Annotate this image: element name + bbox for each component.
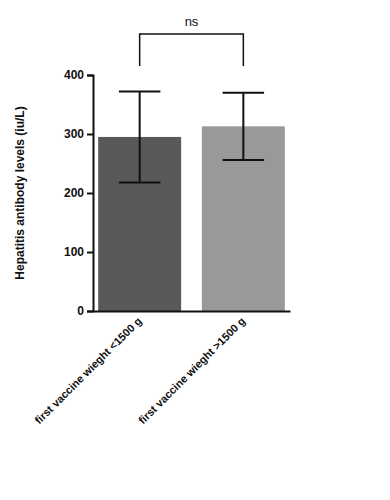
y-tick-mark xyxy=(87,193,93,195)
plot-area xyxy=(98,92,285,311)
y-tick-label: 0 xyxy=(77,304,84,318)
x-tick-label: first vaccine wieght >1500 g xyxy=(136,315,248,427)
significance-bracket xyxy=(140,34,244,66)
error-bar-line xyxy=(119,92,160,183)
x-axis-line xyxy=(94,311,291,313)
y-axis-line xyxy=(87,76,94,312)
y-tick-label: 200 xyxy=(64,186,84,200)
x-tick-label: first vaccine wieght <1500 g xyxy=(32,315,144,427)
y-tick: 400 xyxy=(64,68,93,82)
y-tick-label: 400 xyxy=(64,68,84,82)
y-axis-title: Hepatitis antibody levels (iu/L) xyxy=(13,106,27,279)
y-tick: 200 xyxy=(64,186,93,200)
y-tick-mark xyxy=(87,134,93,136)
error-bar-line xyxy=(223,93,264,160)
annotation: ns xyxy=(185,14,199,29)
x-tick: first vaccine wieght <1500 g xyxy=(32,311,144,426)
chart: 0 100 200 300 400 first vaccine wieght <1500 … xyxy=(0,0,390,500)
y-tick-mark xyxy=(87,311,93,313)
y-tick-mark xyxy=(87,252,93,254)
y-tick: 100 xyxy=(64,245,93,259)
y-tick: 0 xyxy=(77,304,93,318)
error-bar xyxy=(223,93,264,160)
y-tick-label: 300 xyxy=(64,127,84,141)
error-bar xyxy=(119,92,160,183)
y-tick: 300 xyxy=(64,127,93,141)
y-tick-mark xyxy=(87,75,93,77)
y-tick-label: 100 xyxy=(64,245,84,259)
x-tick: first vaccine wieght >1500 g xyxy=(136,311,248,426)
x-axis: first vaccine wieght <1500 gfirst vaccin… xyxy=(32,311,290,426)
y-axis: 0 100 200 300 400 xyxy=(64,68,94,318)
